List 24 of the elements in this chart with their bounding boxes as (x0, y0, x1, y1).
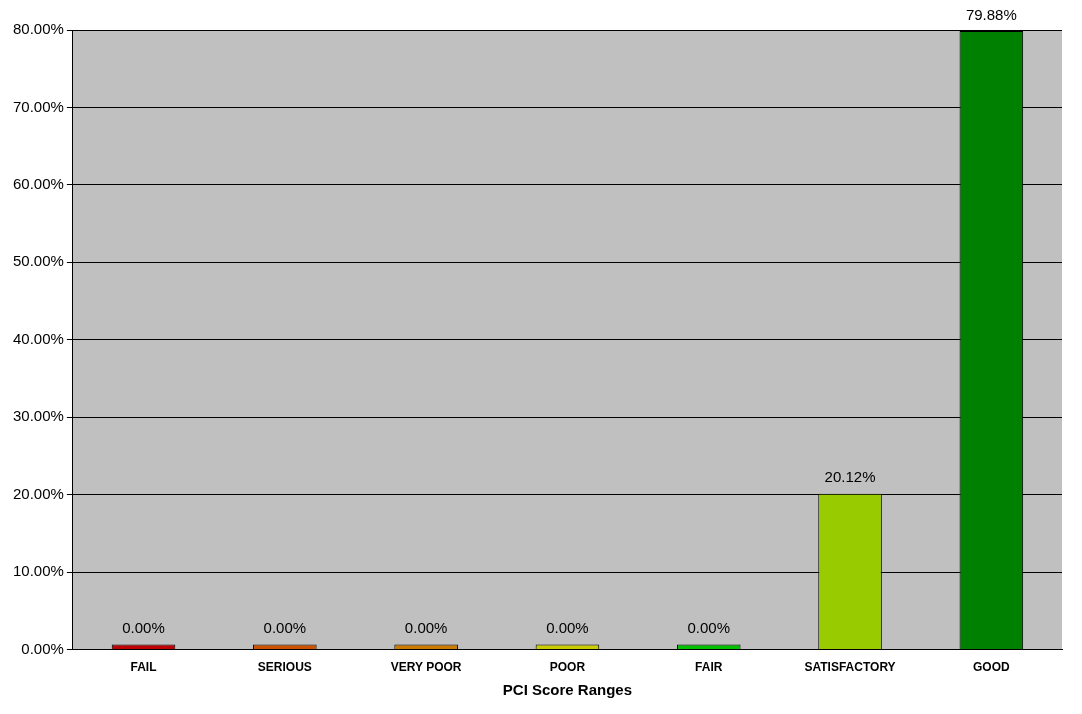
x-tick-label: VERY POOR (390, 660, 462, 675)
x-tick-label: SATISFACTORY (804, 660, 896, 675)
x-tick-label: FAIR (695, 660, 723, 675)
y-tick-label: 50.00% (13, 252, 64, 270)
y-tick-label: 30.00% (13, 407, 64, 425)
y-tick-label: 80.00% (13, 20, 64, 38)
x-tick-label: POOR (549, 660, 586, 675)
data-label: 0.00% (546, 619, 589, 637)
y-tick-label: 40.00% (13, 329, 64, 347)
data-label: 20.12% (824, 468, 876, 486)
data-label: 0.00% (122, 619, 165, 637)
y-tick-label: 0.00% (21, 639, 64, 657)
y-tick-label: 20.00% (13, 484, 64, 502)
x-tick-label: SERIOUS (257, 660, 312, 675)
y-tick-label: 70.00% (13, 97, 64, 115)
x-axis-title: PCI Score Ranges (502, 681, 633, 699)
y-tick-label: 10.00% (13, 562, 64, 580)
x-tick-label: GOOD (973, 660, 1011, 675)
x-tick-label: FAIL (130, 660, 157, 675)
data-label: 0.00% (687, 619, 731, 637)
y-tick-label: 60.00% (13, 175, 64, 193)
data-label: 0.00% (404, 619, 448, 637)
data-label: 0.00% (263, 619, 307, 637)
data-label: 79.88% (965, 5, 1017, 23)
